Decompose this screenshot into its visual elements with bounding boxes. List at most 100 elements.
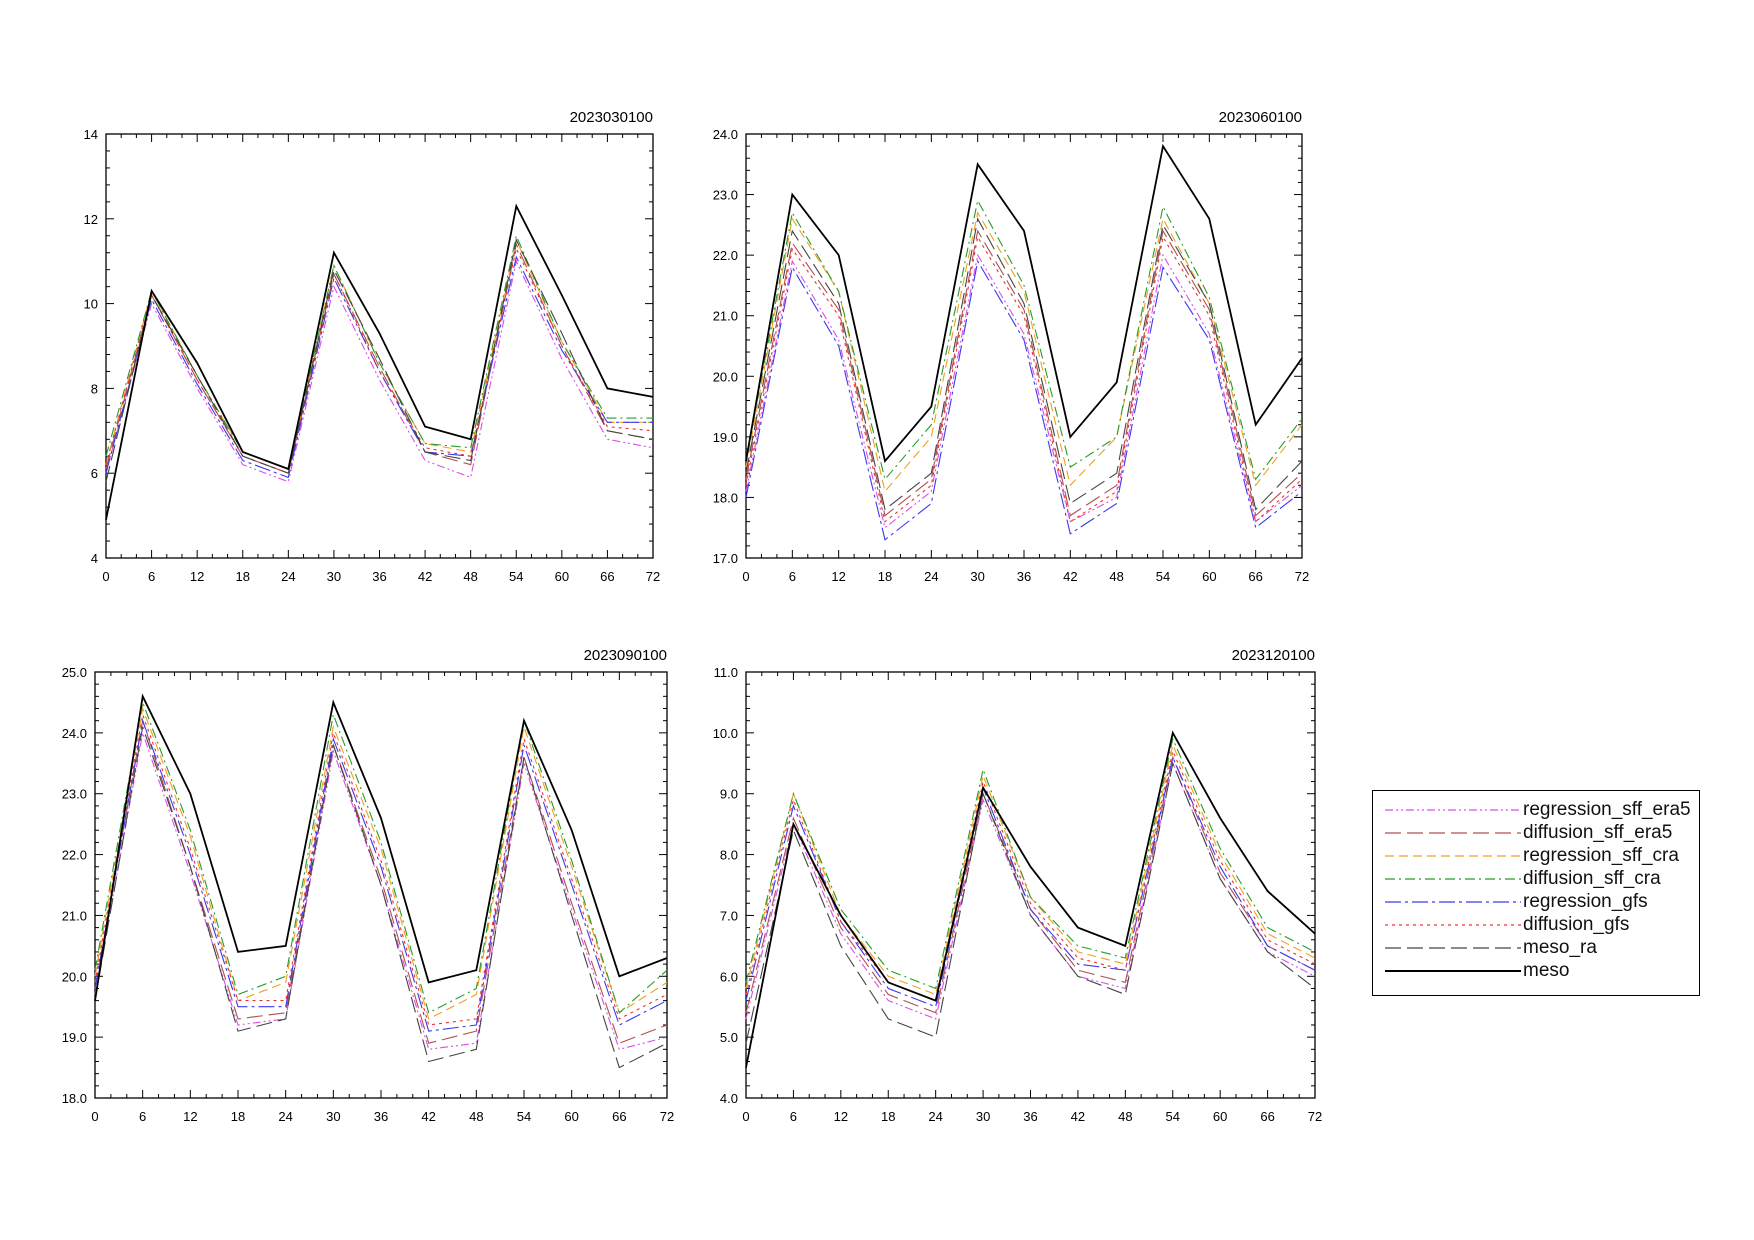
x-tick-label: 30 <box>326 1109 340 1124</box>
x-tick-label: 48 <box>1109 569 1123 584</box>
y-tick-label: 20.0 <box>713 369 738 384</box>
legend-swatch <box>1385 855 1521 857</box>
y-tick-label: 25.0 <box>62 665 87 680</box>
y-tick-label: 23.0 <box>713 188 738 203</box>
x-tick-label: 24 <box>928 1109 942 1124</box>
x-tick-label: 54 <box>509 569 523 584</box>
legend-item-regression_sff_cra: regression_sff_cra <box>1383 845 1693 867</box>
x-tick-label: 18 <box>231 1109 245 1124</box>
x-tick-label: 66 <box>1260 1109 1274 1124</box>
x-tick-label: 30 <box>970 569 984 584</box>
legend-label: diffusion_sff_era5 <box>1523 822 1673 843</box>
y-tick-label: 21.0 <box>62 908 87 923</box>
x-tick-label: 60 <box>564 1109 578 1124</box>
y-tick-label: 5.0 <box>720 1030 738 1045</box>
x-tick-label: 72 <box>660 1109 674 1124</box>
legend-item-diffusion_sff_cra: diffusion_sff_cra <box>1383 868 1693 890</box>
series-line-regression_sff_cra <box>745 743 1316 996</box>
x-tick-label: 6 <box>148 569 155 584</box>
x-tick-label: 42 <box>1063 569 1077 584</box>
legend-item-regression_gfs: regression_gfs <box>1383 891 1693 913</box>
x-tick-label: 24 <box>281 569 295 584</box>
legend: regression_sff_era5 diffusion_sff_era5 reg… <box>1372 790 1700 996</box>
series-line-regression_sff_cra <box>94 706 668 1020</box>
legend-swatch <box>1385 809 1521 811</box>
y-tick-label: 17.0 <box>713 551 738 566</box>
series-line-meso_ra <box>745 217 1303 511</box>
plot-frame <box>745 133 1303 559</box>
y-tick-label: 19.0 <box>62 1030 87 1045</box>
x-tick-label: 48 <box>469 1109 483 1124</box>
y-tick-label: 22.0 <box>713 248 738 263</box>
chart-title: 2023030100 <box>570 109 653 126</box>
x-tick-label: 0 <box>91 1109 98 1124</box>
x-tick-label: 30 <box>976 1109 990 1124</box>
x-tick-label: 6 <box>139 1109 146 1124</box>
chart-title: 2023120100 <box>1232 647 1315 664</box>
legend-swatch <box>1385 970 1521 972</box>
x-tick-label: 24 <box>278 1109 292 1124</box>
x-tick-label: 36 <box>374 1109 388 1124</box>
legend-label: diffusion_gfs <box>1523 914 1630 935</box>
chart-panel-1: 2023030100 0 6 12 18 24 30 36 42 48 54 60 66 72 4 6 8 10 1… <box>84 109 661 584</box>
x-tick-label: 12 <box>834 1109 848 1124</box>
y-tick-label: 14 <box>84 127 98 142</box>
y-tick-label: 8.0 <box>720 848 738 863</box>
series-line-diffusion_gfs <box>745 749 1316 1002</box>
legend-item-meso_ra: meso_ra <box>1383 937 1693 959</box>
series-line-meso <box>94 693 668 1001</box>
x-tick-label: 54 <box>517 1109 531 1124</box>
legend-label: regression_sff_cra <box>1523 845 1679 866</box>
series-line-meso <box>105 203 654 520</box>
y-tick-label: 20.0 <box>62 969 87 984</box>
x-tick-label: 12 <box>831 569 845 584</box>
legend-label: regression_sff_era5 <box>1523 799 1691 820</box>
y-tick-label: 23.0 <box>62 787 87 802</box>
series-line-meso_ra <box>105 238 654 482</box>
legend-label: meso_ra <box>1523 937 1597 958</box>
series-line-regression_sff_era5 <box>745 253 1303 529</box>
y-tick-label: 18.0 <box>713 490 738 505</box>
x-tick-label: 72 <box>1295 569 1309 584</box>
chart-panel-4: 2023120100 0 6 12 18 24 30 36 42 48 54 60 66 72 4.0 5.0… <box>713 647 1323 1124</box>
y-tick-label: 4 <box>91 551 98 566</box>
y-tick-label: 21.0 <box>713 309 738 324</box>
series-line-regression_gfs <box>105 255 653 479</box>
series-line-meso_ra <box>94 726 668 1069</box>
legend-label: diffusion_sff_cra <box>1523 868 1661 889</box>
x-tick-label: 36 <box>372 569 386 584</box>
x-tick-label: 0 <box>102 569 109 584</box>
series-line-regression_gfs <box>745 259 1303 541</box>
x-tick-label: 18 <box>236 569 250 584</box>
legend-item-diffusion_sff_era5: diffusion_sff_era5 <box>1383 822 1693 844</box>
plot-frame <box>105 133 654 559</box>
x-tick-label: 18 <box>878 569 892 584</box>
chart-title: 2023090100 <box>584 647 667 664</box>
x-tick-label: 0 <box>742 1109 749 1124</box>
legend-swatch <box>1385 947 1521 949</box>
x-tick-label: 48 <box>463 569 477 584</box>
series-line-meso <box>745 730 1316 1068</box>
chart-panel-3: 2023090100 0 6 12 18 24 30 36 42 48 54 60 66 72 18.0 19… <box>62 647 675 1124</box>
x-tick-label: 54 <box>1156 569 1170 584</box>
x-tick-label: 72 <box>646 569 660 584</box>
series-line-diffusion_gfs <box>94 712 668 1026</box>
series-line-diffusion_sff_era5 <box>745 229 1303 517</box>
y-tick-label: 10 <box>84 297 98 312</box>
y-tick-label: 12 <box>84 212 98 227</box>
x-tick-label: 0 <box>742 569 749 584</box>
y-tick-label: 6 <box>91 466 98 481</box>
x-tick-label: 60 <box>1202 569 1216 584</box>
series-line-regression_sff_era5 <box>105 259 654 483</box>
series-line-diffusion_sff_cra <box>745 199 1303 481</box>
series-line-meso_ra <box>745 761 1316 1044</box>
series-line-regression_sff_cra <box>105 238 653 470</box>
y-tick-label: 19.0 <box>713 430 738 445</box>
legend-label: meso <box>1523 960 1570 981</box>
y-tick-label: 4.0 <box>720 1091 738 1106</box>
series-line-meso <box>745 143 1303 464</box>
legend-swatch <box>1385 878 1521 880</box>
legend-swatch <box>1385 901 1521 903</box>
y-tick-label: 22.0 <box>62 848 87 863</box>
y-tick-label: 9.0 <box>720 787 738 802</box>
